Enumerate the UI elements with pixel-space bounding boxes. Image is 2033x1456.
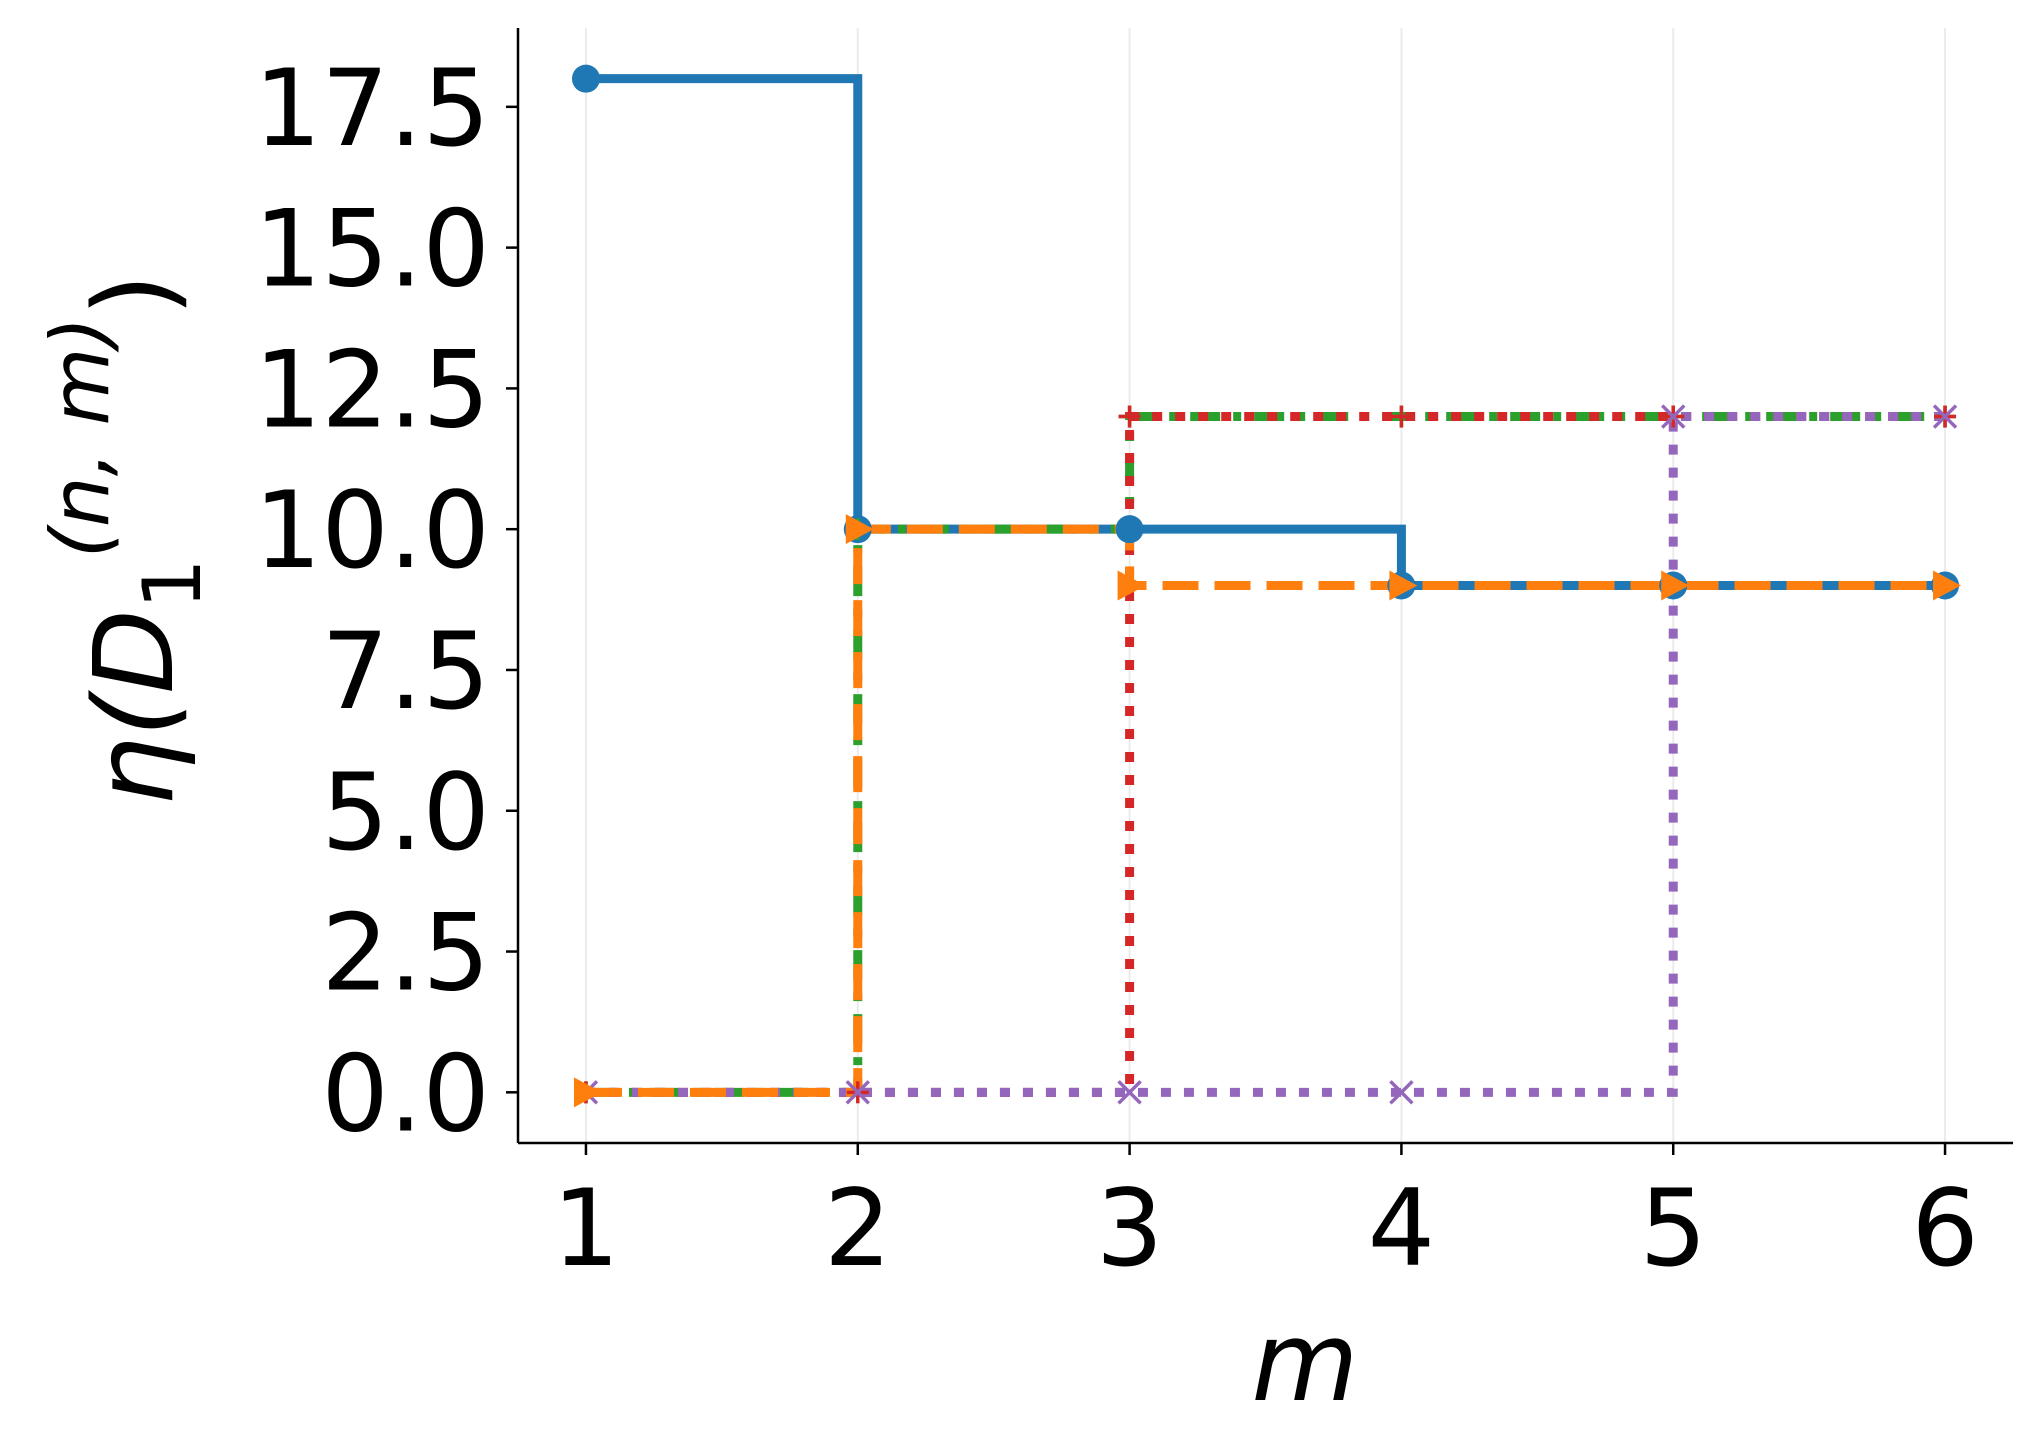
y-tick-label: 17.5 <box>254 47 490 170</box>
x-tick-label: 4 <box>1368 1167 1435 1290</box>
data-point <box>845 514 874 545</box>
y-axis-title-superscript: (n, m) <box>34 316 127 558</box>
y-tick-label: 7.5 <box>321 610 490 733</box>
x-tick-label: 6 <box>1911 1167 1978 1290</box>
x-tick-label: 5 <box>1640 1167 1707 1290</box>
x-tick-label: 3 <box>1096 1167 1163 1290</box>
data-point <box>1932 404 1958 429</box>
y-axis-title-base: η(D <box>70 609 198 806</box>
data-point <box>845 1080 871 1105</box>
data-point <box>1115 515 1144 544</box>
tick-labels: 1 2 3 4 5 6 0.0 2.5 5.0 7.5 10.0 12.5 15.0 17.5 <box>254 47 1979 1290</box>
y-axis-title: η(D1(n, m)) <box>34 273 219 806</box>
data-point <box>1117 1080 1142 1105</box>
data-point <box>1660 404 1686 429</box>
data-point <box>1390 405 1413 428</box>
data-point <box>1117 570 1146 601</box>
x-tick-label: 2 <box>824 1167 891 1290</box>
data-point <box>1389 570 1418 601</box>
data-point <box>571 64 600 93</box>
axes <box>506 28 2013 1155</box>
y-tick-label: 2.5 <box>321 892 490 1015</box>
x-axis-title: m <box>1251 1298 1358 1426</box>
y-axis-title-subscript: 1 <box>126 558 219 609</box>
data-point <box>1118 405 1141 428</box>
y-tick-label: 12.5 <box>254 328 490 451</box>
data-point <box>1389 1080 1414 1105</box>
series-line-4 <box>585 524 1946 1097</box>
series-line-0 <box>585 74 1946 590</box>
data-point <box>573 1077 602 1108</box>
y-tick-label: 15.0 <box>254 188 490 311</box>
y-tick-label: 0.0 <box>321 1032 490 1155</box>
y-axis-title-close: ) <box>70 273 198 316</box>
plot-markers <box>571 64 1962 1108</box>
y-tick-label: 10.0 <box>254 469 490 592</box>
y-tick-label: 5.0 <box>321 751 490 874</box>
data-point <box>1661 570 1690 601</box>
x-tick-label: 1 <box>552 1167 619 1290</box>
data-point <box>1933 570 1962 601</box>
